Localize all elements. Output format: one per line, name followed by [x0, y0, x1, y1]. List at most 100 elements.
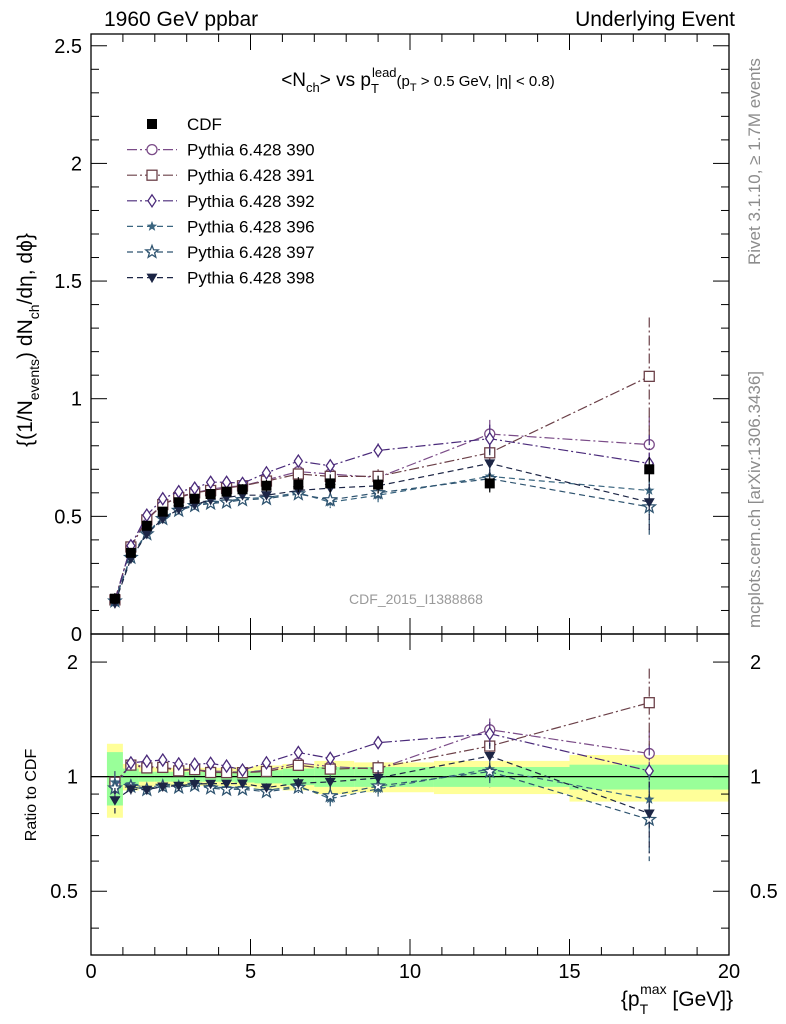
main-y-axis-label: {(1/Nevents) dNch/dη, dϕ}: [14, 233, 42, 447]
chart-title: <Nch> vs pTlead(pT > 0.5 GeV, |η| < 0.8): [281, 65, 555, 96]
ratio-tick-label-right: 0.5: [750, 881, 778, 903]
x-axis-label: {pTmax [GeV]}: [621, 981, 733, 1017]
header-left: 1960 GeV ppbar: [104, 8, 259, 31]
ratio-point: [322, 787, 339, 803]
cdf-data-point: [141, 520, 152, 531]
cdf-data-point: [189, 493, 200, 504]
data-point: [325, 458, 336, 473]
x-tick-label: 20: [718, 961, 740, 983]
ratio-point: [373, 735, 383, 750]
ratio-point: [237, 779, 249, 790]
cdf-data-point: [261, 480, 272, 491]
data-point: [157, 514, 169, 525]
ratio-point: [324, 763, 336, 775]
data-point: [322, 491, 339, 507]
series-line: [114, 462, 650, 604]
y-tick-label: 1: [71, 389, 82, 411]
y-tick-label: 2: [71, 153, 82, 175]
cdf-data-point: [373, 479, 384, 490]
legend-marker: [147, 193, 157, 208]
legend-marker: [144, 243, 160, 259]
y-tick-label: 0.5: [54, 506, 82, 528]
legend-marker: [146, 220, 158, 231]
legend-marker-cdf: [147, 119, 157, 129]
ratio-point: [292, 779, 304, 789]
main-panel: [106, 317, 658, 609]
cdf-data-point: [109, 593, 120, 604]
legend-label-cdf: CDF: [187, 115, 222, 134]
cdf-data-point: [237, 484, 248, 495]
data-point: [484, 431, 495, 446]
ratio-y-axis-label: Ratio to CDF: [23, 749, 40, 842]
x-tick-label: 10: [399, 961, 421, 983]
data-point: [205, 475, 216, 490]
ratio-point: [157, 782, 169, 792]
series-line: [114, 438, 650, 602]
series-line: [114, 433, 650, 601]
data-point: [643, 370, 655, 383]
series-cdf: [109, 456, 655, 605]
ratio-point: [324, 777, 336, 788]
ratio-point: [293, 745, 304, 760]
ratio-point: [643, 697, 655, 709]
ratio-point: [237, 762, 248, 778]
y-tick-label: 1.5: [54, 271, 82, 293]
legend-label: Pythia 6.428 398: [187, 269, 315, 288]
cdf-data-point: [173, 497, 184, 508]
ratio-point: [372, 773, 384, 784]
data-point: [261, 465, 272, 480]
ratio-tick-label-left: 0.5: [50, 881, 78, 903]
ratio-point: [221, 779, 233, 790]
ratio-tick-label-right: 1: [750, 767, 761, 789]
ratio-point: [205, 779, 217, 790]
ratio-point: [221, 758, 232, 774]
cdf-data-point: [221, 486, 232, 497]
ratio-tick-label-left: 2: [67, 652, 78, 674]
ratio-point: [141, 785, 153, 796]
cdf-data-point: [293, 479, 304, 490]
cdf-data-point: [205, 489, 216, 499]
ratio-panel: [91, 668, 729, 862]
data-point: [293, 453, 304, 469]
data-point: [260, 491, 272, 501]
legend-marker: [146, 169, 158, 181]
legend-label: Pythia 6.428 397: [187, 243, 315, 262]
ratio-tick-label-left: 1: [67, 767, 78, 789]
data-point: [643, 498, 655, 508]
ratio-point: [481, 763, 498, 779]
ratio-point: [484, 726, 495, 741]
ratio-point: [126, 755, 136, 771]
ratio-point: [125, 785, 137, 795]
ratio-point: [260, 783, 272, 793]
data-point: [157, 491, 168, 506]
ratio-point: [189, 780, 201, 790]
ratio-point: [157, 752, 168, 768]
y-tick-label: 0: [71, 624, 82, 646]
ratio-point: [173, 756, 184, 772]
cdf-data-point: [157, 506, 168, 517]
ratio-point: [189, 757, 200, 772]
legend-label: Pythia 6.428 391: [187, 166, 315, 185]
data-point: [141, 530, 153, 540]
cdf-data-point: [484, 478, 495, 489]
cdf-data-point: [125, 547, 136, 558]
data-point: [173, 505, 185, 515]
ratio-point: [484, 752, 496, 762]
data-point: [484, 459, 496, 469]
ratio-series-398: [109, 742, 655, 854]
legend-label: Pythia 6.428 392: [187, 192, 315, 211]
ratio-point: [173, 781, 185, 792]
header-right: Underlying Event: [575, 8, 735, 31]
ratio-point: [643, 809, 655, 820]
ratio-point: [325, 751, 336, 766]
legend-label: Pythia 6.428 396: [187, 217, 315, 236]
ratio-point: [292, 759, 305, 771]
ratio-series-392: [110, 722, 655, 801]
legend-marker: [146, 273, 158, 284]
legend-marker: [146, 143, 158, 156]
legend: CDF Pythia 6.428 390 Pythia 6.428 391 Pythi…: [127, 115, 315, 288]
x-tick-label: 5: [245, 961, 256, 983]
legend-label: Pythia 6.428 390: [187, 141, 315, 160]
data-point: [373, 443, 383, 458]
ratio-point: [261, 755, 272, 770]
